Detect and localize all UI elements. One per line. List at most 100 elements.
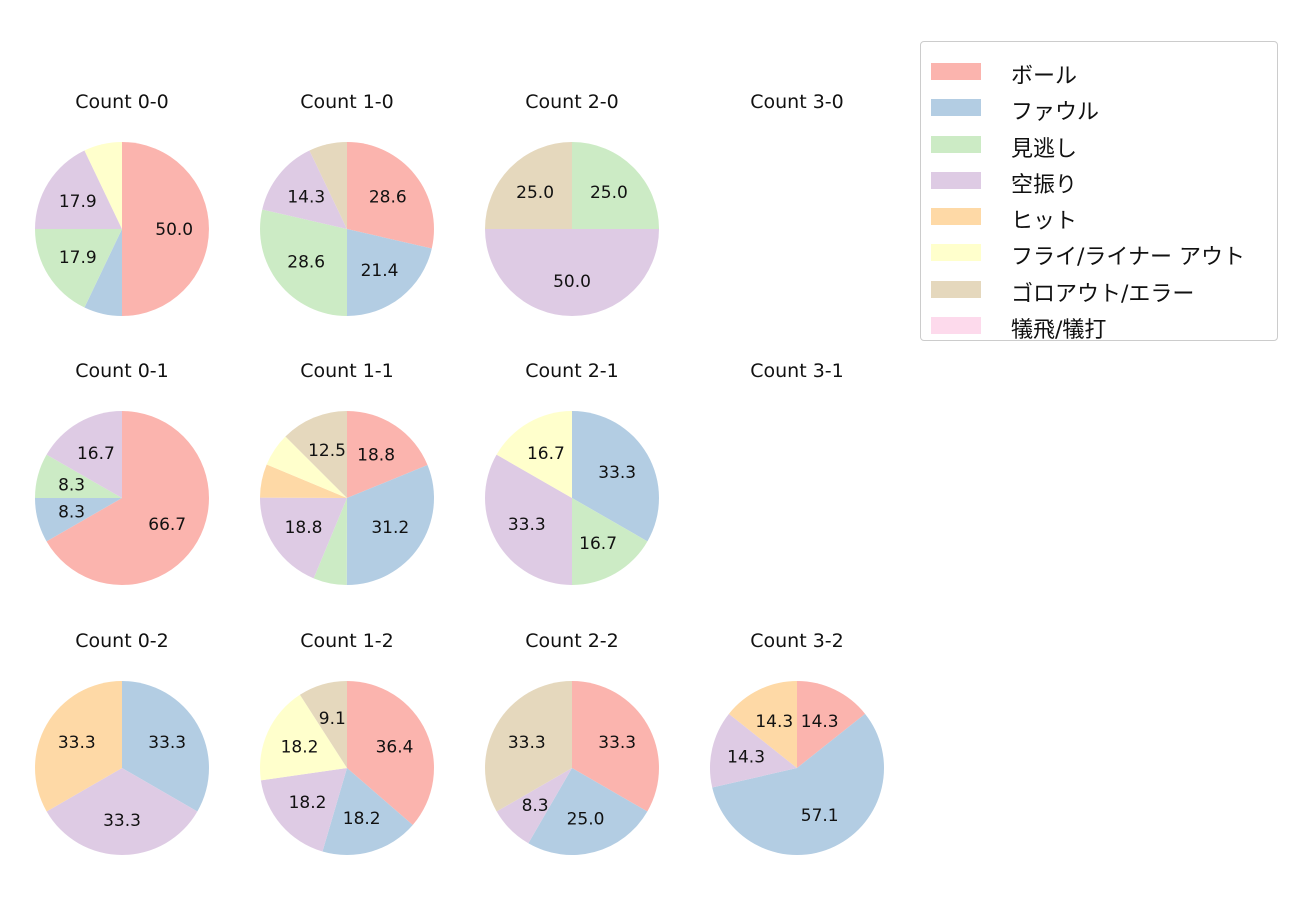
slice-label: 8.3	[58, 476, 85, 496]
pie-chart: Count 3-2 14.3 57.1 14.3 14.3	[710, 630, 885, 856]
slice-label: 16.7	[77, 444, 115, 464]
slice-label: 50.0	[155, 220, 193, 240]
slice-label: 33.3	[598, 733, 636, 753]
pie-slice	[347, 229, 432, 316]
legend-swatch	[931, 136, 981, 153]
slice-label: 31.2	[371, 518, 409, 538]
pie-slice	[285, 411, 347, 498]
pie-slice	[322, 768, 413, 856]
pie-slice	[84, 142, 122, 229]
pie-slice	[347, 142, 434, 249]
legend-label: ヒット	[1011, 209, 1078, 234]
pie-slice	[260, 768, 347, 852]
pie-slice	[260, 209, 347, 316]
legend-swatch	[931, 317, 981, 334]
pie-slice	[46, 768, 198, 855]
slice-label: 14.3	[801, 712, 839, 732]
pie-slice	[122, 142, 209, 316]
pie-chart: Count 0-0 50.0 17.9 17.9	[35, 91, 209, 316]
legend-swatch	[931, 99, 981, 116]
pie-title: Count 3-2	[750, 630, 844, 652]
slice-label: 14.3	[755, 712, 793, 732]
slice-label: 18.2	[343, 809, 381, 829]
slice-label: 33.3	[103, 811, 141, 831]
pie-slice	[35, 454, 122, 498]
pie-slice	[572, 498, 648, 585]
pie-slice	[485, 681, 572, 812]
pie-title: Count 3-0	[750, 91, 844, 113]
pie-slice	[496, 411, 572, 498]
slice-label: 28.6	[369, 188, 407, 208]
pie-slice	[797, 681, 866, 768]
pie-chart: Count 0-1 66.7 8.3 8.3 16.7	[35, 360, 209, 585]
pie-title: Count 0-1	[75, 360, 169, 382]
pie-slice	[313, 498, 347, 585]
pie-slice	[35, 498, 122, 542]
slice-label: 33.3	[508, 733, 546, 753]
pie-title: Count 1-0	[300, 91, 394, 113]
legend-swatch	[931, 208, 981, 225]
pie-chart: Count 1-236.418.218.218.29.1	[260, 630, 434, 856]
legend-swatch	[931, 244, 981, 261]
pie-slice	[262, 150, 347, 229]
legend-label: ボール	[1011, 64, 1078, 89]
slice-label: 8.3	[58, 503, 85, 523]
pie-title: Count 0-0	[75, 91, 169, 113]
slice-label: 16.7	[579, 534, 617, 554]
pie-title: Count 0-2	[75, 630, 169, 652]
pie-title: Count 1-1	[300, 360, 394, 382]
slice-label: 18.8	[285, 518, 323, 538]
slice-label: 16.7	[527, 444, 565, 464]
slice-label: 12.5	[308, 441, 346, 461]
slice-label: 18.8	[357, 446, 395, 466]
pie-slice	[35, 150, 122, 229]
legend-label: 犠飛/犠打	[1011, 318, 1107, 343]
pie-slice	[259, 497, 347, 579]
pie-title: Count 2-0	[525, 91, 619, 113]
slice-label: 14.3	[287, 187, 325, 207]
slice-label: 33.3	[508, 515, 546, 535]
pie-title: Count 2-2	[525, 630, 619, 652]
pie-slice	[484, 454, 572, 586]
pie-chart: Count 1-0 28.6 21.4 28.6 14.3	[260, 91, 434, 316]
legend-label: フライ/ライナー アウト	[1011, 245, 1245, 270]
pie-slice	[84, 229, 122, 316]
legend-label: ゴロアウト/エラー	[1011, 282, 1195, 307]
legend-swatch	[931, 172, 981, 189]
pie-slice	[496, 768, 572, 844]
slice-label: 14.3	[727, 748, 765, 768]
pie-chart: Count 2-0 25.0 50.0 25.0	[485, 91, 659, 316]
legend-swatch	[931, 281, 981, 298]
slice-label: 57.1	[801, 806, 839, 826]
pie-slice	[122, 681, 209, 812]
slice-label: 21.4	[361, 261, 399, 281]
pie-slice	[710, 713, 797, 788]
pie-slice	[266, 436, 347, 498]
pie-slice	[572, 681, 659, 812]
slice-label: 18.2	[289, 793, 327, 813]
pie-chart: Count 1-1 18.8 31.2 18.8 12.5	[259, 360, 435, 586]
slice-label: 66.7	[148, 515, 186, 535]
pie-slice	[347, 411, 428, 498]
pie-chart: Count 3-0	[750, 91, 844, 113]
pie-slice	[528, 768, 648, 856]
slice-label: 33.3	[58, 733, 96, 753]
pie-slice	[35, 229, 122, 308]
pie-chart: Count 0-2 33.3 33.3 33.3	[35, 630, 209, 855]
slice-label: 25.0	[516, 183, 554, 203]
slice-label: 36.4	[376, 737, 414, 757]
pie-slice	[260, 694, 347, 781]
pie-slice	[309, 142, 347, 229]
pie-slice	[712, 713, 885, 856]
pie-slice	[485, 142, 572, 229]
legend-label: 空振り	[1011, 173, 1078, 198]
legend-label: 見逃し	[1011, 137, 1078, 162]
pie-slice	[46, 411, 123, 498]
pie-chart: Count 2-2 33.3 25.0 8.3 33.3	[485, 630, 659, 856]
slice-label: 25.0	[590, 183, 628, 203]
pie-slice	[35, 681, 122, 812]
pie-slice	[346, 465, 435, 586]
pie-slice	[46, 411, 209, 585]
